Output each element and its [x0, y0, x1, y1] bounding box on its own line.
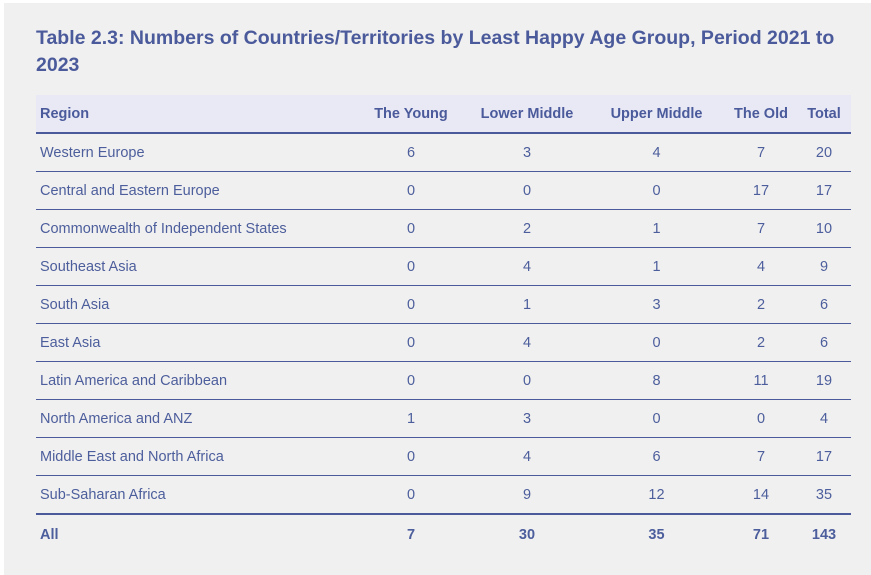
old-cell: 14	[725, 475, 797, 515]
old-total: 71	[725, 513, 797, 554]
table-row: Commonwealth of Independent States 0 2 1…	[36, 209, 851, 248]
upper-middle-cell: 1	[588, 209, 725, 248]
young-cell: 0	[356, 247, 466, 286]
header-upper-middle: Upper Middle	[588, 95, 725, 134]
upper-middle-cell: 3	[588, 285, 725, 324]
region-cell: Middle East and North Africa	[36, 437, 356, 476]
all-label: All	[36, 513, 356, 554]
table-row: East Asia 0 4 0 2 6	[36, 323, 851, 362]
old-cell: 7	[725, 437, 797, 476]
young-cell: 0	[356, 209, 466, 248]
region-cell: North America and ANZ	[36, 399, 356, 438]
old-cell: 0	[725, 399, 797, 438]
table-row: Western Europe 6 3 4 7 20	[36, 133, 851, 172]
lower-middle-cell: 3	[466, 399, 588, 438]
lower-middle-cell: 4	[466, 437, 588, 476]
young-cell: 6	[356, 133, 466, 172]
lower-middle-cell: 1	[466, 285, 588, 324]
upper-middle-cell: 8	[588, 361, 725, 400]
young-cell: 0	[356, 475, 466, 515]
table-row: Southeast Asia 0 4 1 4 9	[36, 247, 851, 286]
upper-middle-cell: 12	[588, 475, 725, 515]
young-cell: 0	[356, 171, 466, 210]
total-cell: 6	[797, 285, 851, 324]
region-cell: East Asia	[36, 323, 356, 362]
young-cell: 0	[356, 437, 466, 476]
upper-middle-cell: 0	[588, 323, 725, 362]
table-title: Table 2.3: Numbers of Countries/Territor…	[36, 27, 835, 76]
lower-middle-cell: 9	[466, 475, 588, 515]
table-panel: Table 2.3: Numbers of Countries/Territor…	[4, 3, 871, 575]
old-cell: 2	[725, 285, 797, 324]
lower-middle-cell: 0	[466, 361, 588, 400]
header-row: Region The Young Lower Middle Upper Midd…	[36, 95, 851, 134]
total-cell: 4	[797, 399, 851, 438]
total-cell: 17	[797, 437, 851, 476]
total-cell: 17	[797, 171, 851, 210]
region-cell: Sub-Saharan Africa	[36, 475, 356, 515]
lower-middle-cell: 4	[466, 323, 588, 362]
lower-middle-cell: 3	[466, 133, 588, 172]
lower-middle-cell: 2	[466, 209, 588, 248]
upper-middle-cell: 6	[588, 437, 725, 476]
lower-middle-cell: 0	[466, 171, 588, 210]
table-row: Middle East and North Africa 0 4 6 7 17	[36, 437, 851, 476]
region-cell: South Asia	[36, 285, 356, 324]
header-the-old: The Old	[725, 95, 797, 134]
table-row: North America and ANZ 1 3 0 0 4	[36, 399, 851, 438]
total-cell: 20	[797, 133, 851, 172]
total-cell: 19	[797, 361, 851, 400]
region-cell: Latin America and Caribbean	[36, 361, 356, 400]
upper-middle-cell: 0	[588, 399, 725, 438]
old-cell: 4	[725, 247, 797, 286]
upper-middle-cell: 1	[588, 247, 725, 286]
total-cell: 9	[797, 247, 851, 286]
young-cell: 0	[356, 285, 466, 324]
young-cell: 1	[356, 399, 466, 438]
young-total: 7	[356, 513, 466, 554]
old-cell: 17	[725, 171, 797, 210]
total-cell: 10	[797, 209, 851, 248]
total-cell: 6	[797, 323, 851, 362]
region-cell: Western Europe	[36, 133, 356, 172]
young-cell: 0	[356, 323, 466, 362]
young-cell: 0	[356, 361, 466, 400]
old-cell: 7	[725, 209, 797, 248]
table-row: Sub-Saharan Africa 0 9 12 14 35	[36, 475, 851, 515]
region-cell: Central and Eastern Europe	[36, 171, 356, 210]
table-row: Latin America and Caribbean 0 0 8 11 19	[36, 361, 851, 400]
old-cell: 7	[725, 133, 797, 172]
upper-middle-total: 35	[588, 513, 725, 554]
lower-middle-cell: 4	[466, 247, 588, 286]
old-cell: 2	[725, 323, 797, 362]
grand-total: 143	[797, 513, 851, 554]
age-group-table: Region The Young Lower Middle Upper Midd…	[36, 95, 851, 554]
upper-middle-cell: 4	[588, 133, 725, 172]
total-cell: 35	[797, 475, 851, 515]
region-cell: Southeast Asia	[36, 247, 356, 286]
header-total: Total	[797, 95, 851, 134]
region-cell: Commonwealth of Independent States	[36, 209, 356, 248]
table-row: South Asia 0 1 3 2 6	[36, 285, 851, 324]
table-body: Western Europe 6 3 4 7 20 Central and Ea…	[36, 133, 851, 554]
header-the-young: The Young	[356, 95, 466, 134]
header-region: Region	[36, 95, 356, 134]
header-lower-middle: Lower Middle	[466, 95, 588, 134]
table-row: Central and Eastern Europe 0 0 0 17 17	[36, 171, 851, 210]
upper-middle-cell: 0	[588, 171, 725, 210]
old-cell: 11	[725, 361, 797, 400]
total-row: All 7 30 35 71 143	[36, 513, 851, 554]
lower-middle-total: 30	[466, 513, 588, 554]
